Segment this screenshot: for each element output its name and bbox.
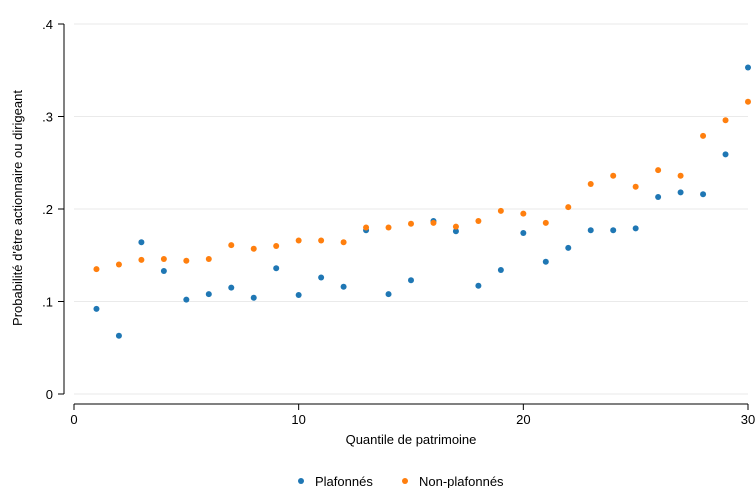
point-plafonnes — [408, 277, 414, 284]
point-non-plafonnes — [430, 219, 437, 226]
point-non-plafonnes — [160, 255, 167, 262]
point-non-plafonnes — [205, 255, 212, 262]
point-non-plafonnes — [385, 224, 392, 231]
x-tick-label: 20 — [516, 412, 530, 427]
point-plafonnes — [520, 230, 527, 237]
point-plafonnes — [250, 294, 257, 301]
point-plafonnes — [273, 265, 280, 272]
point-plafonnes — [115, 332, 122, 339]
point-non-plafonnes — [497, 207, 504, 214]
point-plafonnes — [340, 283, 347, 290]
point-plafonnes — [745, 64, 751, 71]
point-plafonnes — [205, 291, 212, 298]
point-plafonnes — [497, 267, 504, 274]
point-plafonnes — [385, 291, 392, 298]
y-tick-label: 0 — [46, 387, 53, 402]
point-non-plafonnes — [340, 239, 347, 246]
point-plafonnes — [452, 228, 459, 235]
point-non-plafonnes — [183, 257, 190, 264]
point-non-plafonnes — [722, 117, 729, 124]
point-non-plafonnes — [250, 245, 257, 252]
point-non-plafonnes — [610, 172, 617, 179]
point-non-plafonnes — [273, 243, 280, 249]
point-plafonnes — [610, 227, 617, 234]
point-plafonnes — [138, 239, 145, 246]
y-tick-label: .2 — [42, 202, 53, 217]
point-non-plafonnes — [655, 167, 662, 174]
point-non-plafonnes — [520, 210, 527, 217]
legend-label: Plafonnés — [315, 474, 373, 488]
data-points — [93, 64, 751, 339]
point-non-plafonnes — [475, 218, 482, 225]
point-plafonnes — [318, 274, 325, 281]
x-tick-label: 0 — [70, 412, 77, 427]
point-plafonnes — [475, 282, 482, 289]
y-tick-label: .3 — [42, 110, 53, 125]
point-plafonnes — [722, 151, 729, 158]
point-non-plafonnes — [587, 181, 594, 188]
point-non-plafonnes — [452, 223, 459, 230]
x-tick-label: 30 — [741, 412, 755, 427]
point-non-plafonnes — [115, 261, 122, 268]
point-non-plafonnes — [318, 237, 325, 244]
point-non-plafonnes — [138, 256, 145, 263]
point-plafonnes — [565, 244, 572, 251]
point-non-plafonnes — [228, 242, 235, 249]
y-tick-label: .1 — [42, 295, 53, 310]
axes: 0 .1 .2 .3 .4 0 10 20 30 — [42, 17, 755, 427]
legend-label: Non-plafonnés — [419, 474, 504, 488]
x-tick-label: 10 — [291, 412, 305, 427]
x-axis-title: Quantile de patrimoine — [346, 432, 477, 447]
point-non-plafonnes — [677, 172, 684, 179]
point-non-plafonnes — [408, 220, 414, 227]
point-plafonnes — [295, 292, 302, 299]
point-non-plafonnes — [745, 98, 751, 105]
point-non-plafonnes — [565, 204, 572, 211]
point-non-plafonnes — [363, 224, 370, 231]
point-plafonnes — [160, 267, 167, 274]
point-non-plafonnes — [542, 219, 549, 226]
point-non-plafonnes — [700, 132, 707, 139]
point-plafonnes — [632, 225, 639, 232]
legend-marker — [402, 478, 408, 484]
point-plafonnes — [183, 296, 190, 303]
point-plafonnes — [542, 258, 549, 265]
point-plafonnes — [655, 193, 662, 200]
legend: Plafonnés Non-plafonnés — [298, 474, 504, 488]
point-plafonnes — [677, 189, 684, 196]
point-plafonnes — [700, 191, 707, 198]
point-non-plafonnes — [93, 266, 100, 273]
y-tick-label: .4 — [42, 17, 53, 32]
y-axis-title: Probabilité d'être actionnaire ou dirige… — [10, 90, 25, 326]
point-plafonnes — [587, 227, 594, 234]
point-non-plafonnes — [632, 183, 639, 190]
grid-lines — [74, 23, 748, 395]
point-non-plafonnes — [295, 237, 302, 244]
point-plafonnes — [228, 284, 235, 291]
point-plafonnes — [93, 305, 100, 312]
legend-marker — [298, 478, 304, 484]
